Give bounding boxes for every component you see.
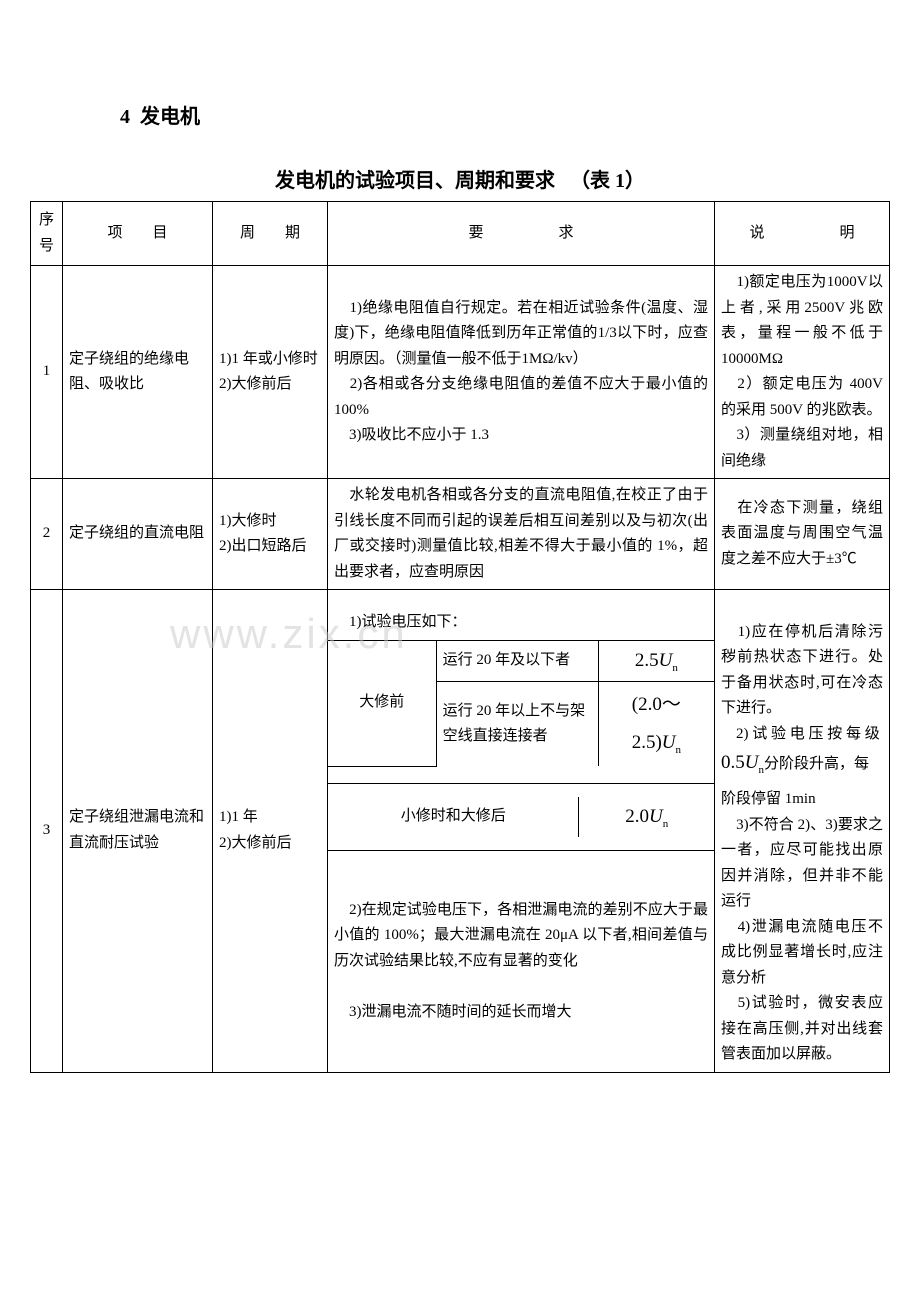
row1-period: 1)1 年或小修时 2)大修前后	[213, 266, 328, 479]
section-name: 发电机	[140, 106, 200, 128]
row3-num: 3	[31, 590, 63, 1073]
row3-voltage-minor: 小修时和大修后 2.0Un	[328, 783, 715, 850]
row3-req-line1: 1)试验电压如下：	[328, 606, 714, 641]
table-row: 2 定子绕组的直流电阻 1)大修时 2)出口短路后 水轮发电机各相或各分支的直流…	[31, 479, 890, 590]
voltage-sub-table: 大修前 运行 20 年及以下者 2.5Un 运行 20 年以上不与架空线直接连接…	[328, 641, 714, 767]
header-num: 序号	[31, 202, 63, 266]
row2-requirement: 水轮发电机各相或各分支的直流电阻值,在校正了由于引线长度不同而引起的误差后相互间…	[328, 479, 715, 590]
row3-req-lines: 2)在规定试验电压下，各相泄漏电流的差别不应大于最小值的 100%；最大泄漏电流…	[328, 851, 715, 1073]
row2-num: 2	[31, 479, 63, 590]
row2-note: 在冷态下测量，绕组表面温度与周围空气温度之差不应大于±3℃	[715, 479, 890, 590]
header-period: 周 期	[213, 202, 328, 266]
table-row: 3 定子绕组泄漏电流和直流耐压试验 1)1 年 2)大修前后 1)试验电压如下：…	[31, 590, 890, 784]
row1-num: 1	[31, 266, 63, 479]
header-note: 说 明	[715, 202, 890, 266]
section-title: 4 发电机	[120, 100, 890, 129]
voltage-val1: 2.5Un	[598, 641, 714, 682]
voltage-header-minor: 小修时和大修后	[328, 797, 579, 837]
row1-item: 定子绕组的绝缘电阻、吸收比	[63, 266, 213, 479]
voltage-val3: 2.0Un	[579, 797, 714, 837]
voltage-header-major: 大修前	[328, 641, 436, 766]
row3-note-part1: 1)应在停机后清除污秽前热状态下进行。处于备用状态时,可在冷态下进行。 2) 试…	[715, 590, 890, 784]
table-header-row: 序号 项 目 周 期 要 求 说 明	[31, 202, 890, 266]
un-value: 0.5Un	[721, 752, 764, 773]
row3-requirement-voltage: 1)试验电压如下： 大修前 运行 20 年及以下者 2.5Un 运行 20 年以…	[328, 590, 715, 784]
voltage-val2: (2.0～ 2.5)Un	[598, 682, 714, 767]
voltage-cond2: 运行 20 年以上不与架空线直接连接者	[436, 682, 598, 767]
voltage-cond1: 运行 20 年及以下者	[436, 641, 598, 682]
row1-requirement: 1)绝缘电阻值自行规定。若在相近试验条件(温度、湿度)下，绝缘电阻值降低到历年正…	[328, 266, 715, 479]
main-table: 序号 项 目 周 期 要 求 说 明 1 定子绕组的绝缘电阻、吸收比 1)1 年…	[30, 201, 890, 1073]
section-number: 4	[120, 106, 130, 128]
table-title: 发电机的试验项目、周期和要求 （表 1）	[30, 164, 890, 193]
table-row: 1 定子绕组的绝缘电阻、吸收比 1)1 年或小修时 2)大修前后 1)绝缘电阻值…	[31, 266, 890, 479]
row2-item: 定子绕组的直流电阻	[63, 479, 213, 590]
row3-period: 1)1 年 2)大修前后	[213, 590, 328, 1073]
row3-item: 定子绕组泄漏电流和直流耐压试验	[63, 590, 213, 1073]
header-requirement: 要 求	[328, 202, 715, 266]
row2-period: 1)大修时 2)出口短路后	[213, 479, 328, 590]
row3-note-part3: 阶段停留 1min 3)不符合 2)、3)要求之一者，应尽可能找出原因并消除，但…	[715, 783, 890, 1072]
row1-note: 1)额定电压为1000V以上者,采用2500V兆欧表，量程一般不低于 10000…	[715, 266, 890, 479]
header-item: 项 目	[63, 202, 213, 266]
